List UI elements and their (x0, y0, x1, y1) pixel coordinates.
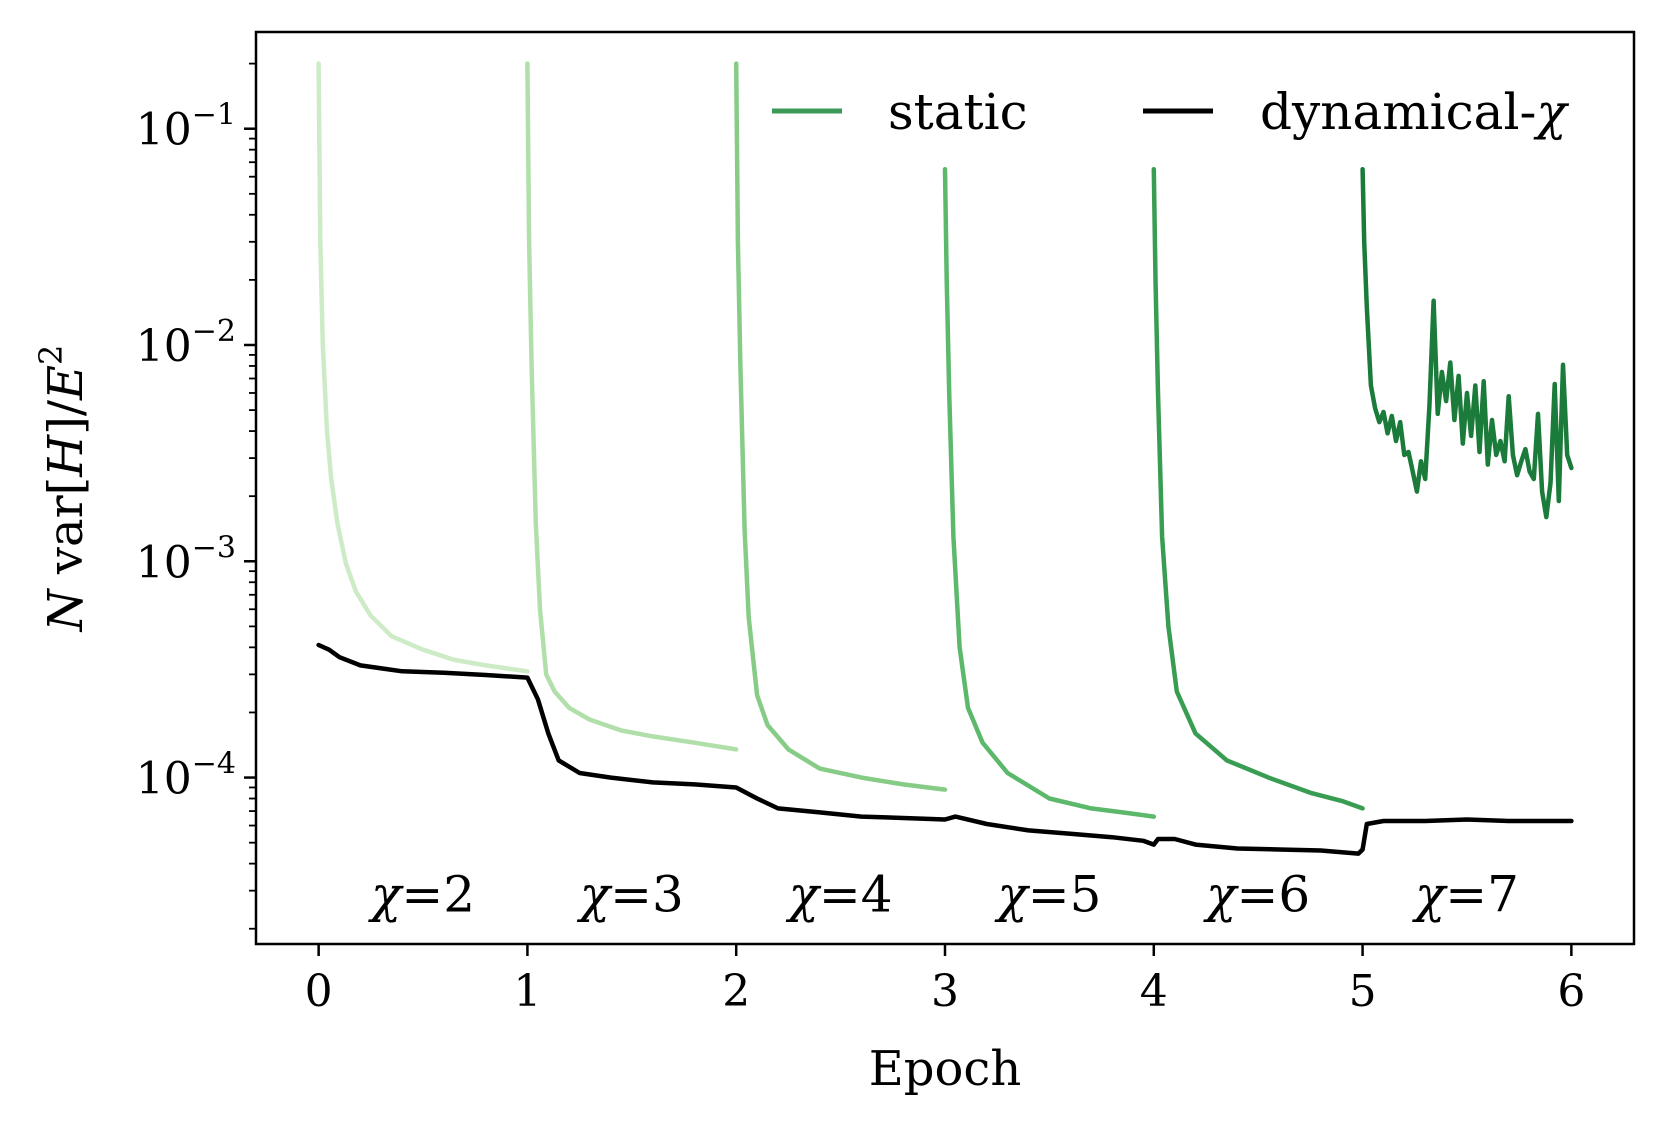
series-static-line-0 (316, 61, 530, 674)
x-tick-label: 5 (1349, 966, 1377, 1017)
chi-annotations: χ=2 χ=3 χ=4 χ=5 χ=6 χ=7 (368, 866, 1519, 924)
y-tick-label: 10−3 (136, 530, 236, 588)
x-axis: 0 1 2 3 4 5 6 (305, 944, 1585, 1017)
chi-annotation: χ=3 (577, 866, 684, 924)
x-tick-label: 3 (931, 966, 959, 1017)
legend-label-dynamical: dynamical-χ (1260, 83, 1569, 141)
series-static-line-4 (1151, 166, 1365, 811)
y-tick-label: 10−1 (136, 98, 236, 156)
chi-annotation: χ=4 (786, 866, 893, 924)
series-static-line-3 (942, 166, 1157, 819)
x-axis-label: Epoch (869, 1041, 1021, 1097)
chi-annotation: χ=5 (994, 866, 1101, 924)
legend-label-static: static (888, 83, 1028, 141)
series-layer (316, 61, 1574, 856)
x-tick-label: 1 (513, 966, 541, 1017)
x-tick-label: 0 (305, 966, 333, 1017)
series-static-line-2 (733, 61, 948, 792)
chi-annotation: χ=7 (1412, 866, 1519, 924)
x-tick-label: 2 (722, 966, 750, 1017)
series-static-line-5 (1360, 166, 1574, 520)
series-static-line-1 (525, 61, 739, 752)
series-dynamical-line (316, 642, 1574, 856)
y-axis-label: N var[H]/E2 (32, 345, 94, 633)
x-tick-label: 6 (1557, 966, 1585, 1017)
chi-annotation: χ=6 (1203, 866, 1310, 924)
chi-annotation: χ=2 (368, 866, 475, 924)
y-axis: 10−1 10−2 10−3 10−4 (136, 62, 256, 930)
y-tick-label: 10−2 (136, 314, 236, 372)
legend: static dynamical-χ (772, 83, 1569, 141)
x-tick-label: 4 (1140, 966, 1168, 1017)
y-tick-label: 10−4 (136, 747, 236, 805)
